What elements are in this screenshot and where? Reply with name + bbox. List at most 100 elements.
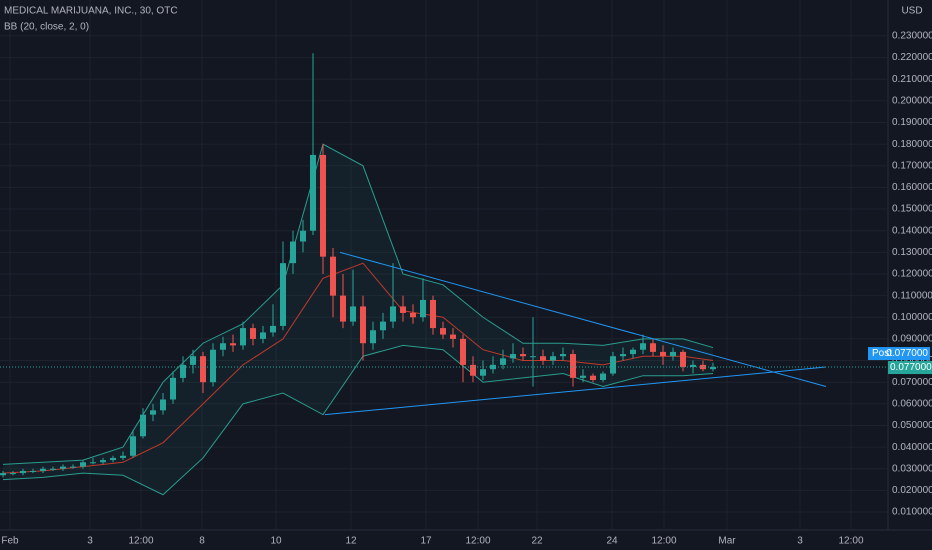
y-tick-label: 0.180000 xyxy=(892,139,932,150)
candle-body xyxy=(640,343,646,350)
candle-body xyxy=(190,356,196,365)
y-tick-label: 0.130000 xyxy=(892,247,932,258)
candle-body xyxy=(240,328,246,346)
post-price-label: 0.077000 xyxy=(886,348,928,359)
candle-body xyxy=(130,436,136,456)
band-upper xyxy=(2,143,714,465)
x-tick-label: 12:00 xyxy=(838,536,863,547)
candle-body xyxy=(350,306,356,322)
currency[interactable]: USD xyxy=(901,6,922,17)
candle-body xyxy=(380,321,386,331)
candle-body xyxy=(670,351,676,357)
candle-body xyxy=(100,460,106,463)
candle-body xyxy=(560,354,566,357)
x-tick-label: 10 xyxy=(270,536,282,547)
y-tick-label: 0.040000 xyxy=(892,442,932,453)
x-tick-label: 24 xyxy=(606,536,618,547)
candle-body xyxy=(50,468,56,470)
candle-body xyxy=(420,299,426,318)
candle-body xyxy=(40,468,46,471)
candle-body xyxy=(410,312,416,318)
y-tick-label: 0.200000 xyxy=(892,95,932,106)
candle-body xyxy=(580,375,586,378)
y-tick-label: 0.030000 xyxy=(892,463,932,474)
y-tick-label: 0.100000 xyxy=(892,312,932,323)
candle-body xyxy=(20,470,26,474)
candle-body xyxy=(30,470,36,472)
candle-body xyxy=(90,462,96,464)
y-tick-label: 0.160000 xyxy=(892,182,932,193)
candle-body xyxy=(210,349,216,383)
candle-body xyxy=(460,338,466,365)
candle-body xyxy=(450,334,456,339)
candle-body xyxy=(310,154,316,231)
y-tick-label: 0.140000 xyxy=(892,225,932,236)
candle-body xyxy=(230,343,236,346)
candle-body xyxy=(390,306,396,322)
candle-body xyxy=(300,230,306,242)
band-middle xyxy=(2,262,714,474)
candle-body xyxy=(520,354,526,357)
x-tick-label: 12:00 xyxy=(651,536,676,547)
candle-body xyxy=(690,364,696,368)
candle-body xyxy=(600,373,606,381)
price-label: 0.077000 xyxy=(890,362,932,373)
post-label-bg xyxy=(868,347,930,361)
x-tick-label: Feb xyxy=(1,536,19,547)
y-tick-label: 0.220000 xyxy=(892,52,932,63)
x-tick-label: 12:00 xyxy=(128,536,153,547)
y-tick-label: 0.020000 xyxy=(892,485,932,496)
x-tick-label: 12 xyxy=(345,536,357,547)
candle-body xyxy=(440,328,446,335)
band-fill xyxy=(3,144,713,495)
candle-body xyxy=(630,349,636,355)
candle-body xyxy=(430,299,436,329)
candle-body xyxy=(550,356,556,361)
x-tick-label: 17 xyxy=(420,536,432,547)
candle-body xyxy=(120,455,126,458)
plot xyxy=(0,0,888,530)
y-tick-label: 0.070000 xyxy=(892,377,932,388)
candle-body xyxy=(280,263,286,326)
candle-body xyxy=(710,367,716,370)
y-tick-label: 0.110000 xyxy=(892,290,932,301)
y-tick-label: 0.050000 xyxy=(892,420,932,431)
y-tick-label: 0.210000 xyxy=(892,74,932,85)
y-tick-label: 0.080000 xyxy=(892,355,932,366)
candle-body xyxy=(10,473,16,475)
candle-body xyxy=(250,328,256,339)
x-tick-label: 8 xyxy=(199,536,205,547)
candle-body xyxy=(180,364,186,378)
candle-body xyxy=(290,241,296,264)
price-label-bg xyxy=(888,361,932,375)
candle-body xyxy=(530,356,536,358)
candle-body xyxy=(400,306,406,313)
candle-body xyxy=(540,356,546,361)
candle-body xyxy=(260,332,266,339)
candle-body xyxy=(680,351,686,368)
candle-body xyxy=(170,377,176,400)
candle-body xyxy=(60,466,66,469)
y-tick-label: 0.170000 xyxy=(892,160,932,171)
chart-title[interactable]: MEDICAL MARIJUANA, INC., 30, OTC xyxy=(4,6,178,17)
candle-body xyxy=(510,354,516,359)
y-tick-label: 0.090000 xyxy=(892,334,932,345)
candle-body xyxy=(370,330,376,344)
indicator-label[interactable]: BB (20, close, 2, 0) xyxy=(4,22,89,33)
candle-body xyxy=(620,354,626,357)
candle-body xyxy=(500,358,506,365)
candle-body xyxy=(160,399,166,411)
candle-body xyxy=(220,343,226,350)
candle-body xyxy=(110,457,116,461)
candle-body xyxy=(330,256,336,296)
candle-body xyxy=(320,154,326,257)
x-tick-label: 12:00 xyxy=(465,536,490,547)
candle-body xyxy=(340,295,346,322)
trendline xyxy=(339,251,827,387)
candle-body xyxy=(80,462,86,467)
candle-body xyxy=(470,364,476,376)
candle-body xyxy=(660,351,666,357)
candle-body xyxy=(140,414,146,437)
candle-body xyxy=(70,466,76,468)
